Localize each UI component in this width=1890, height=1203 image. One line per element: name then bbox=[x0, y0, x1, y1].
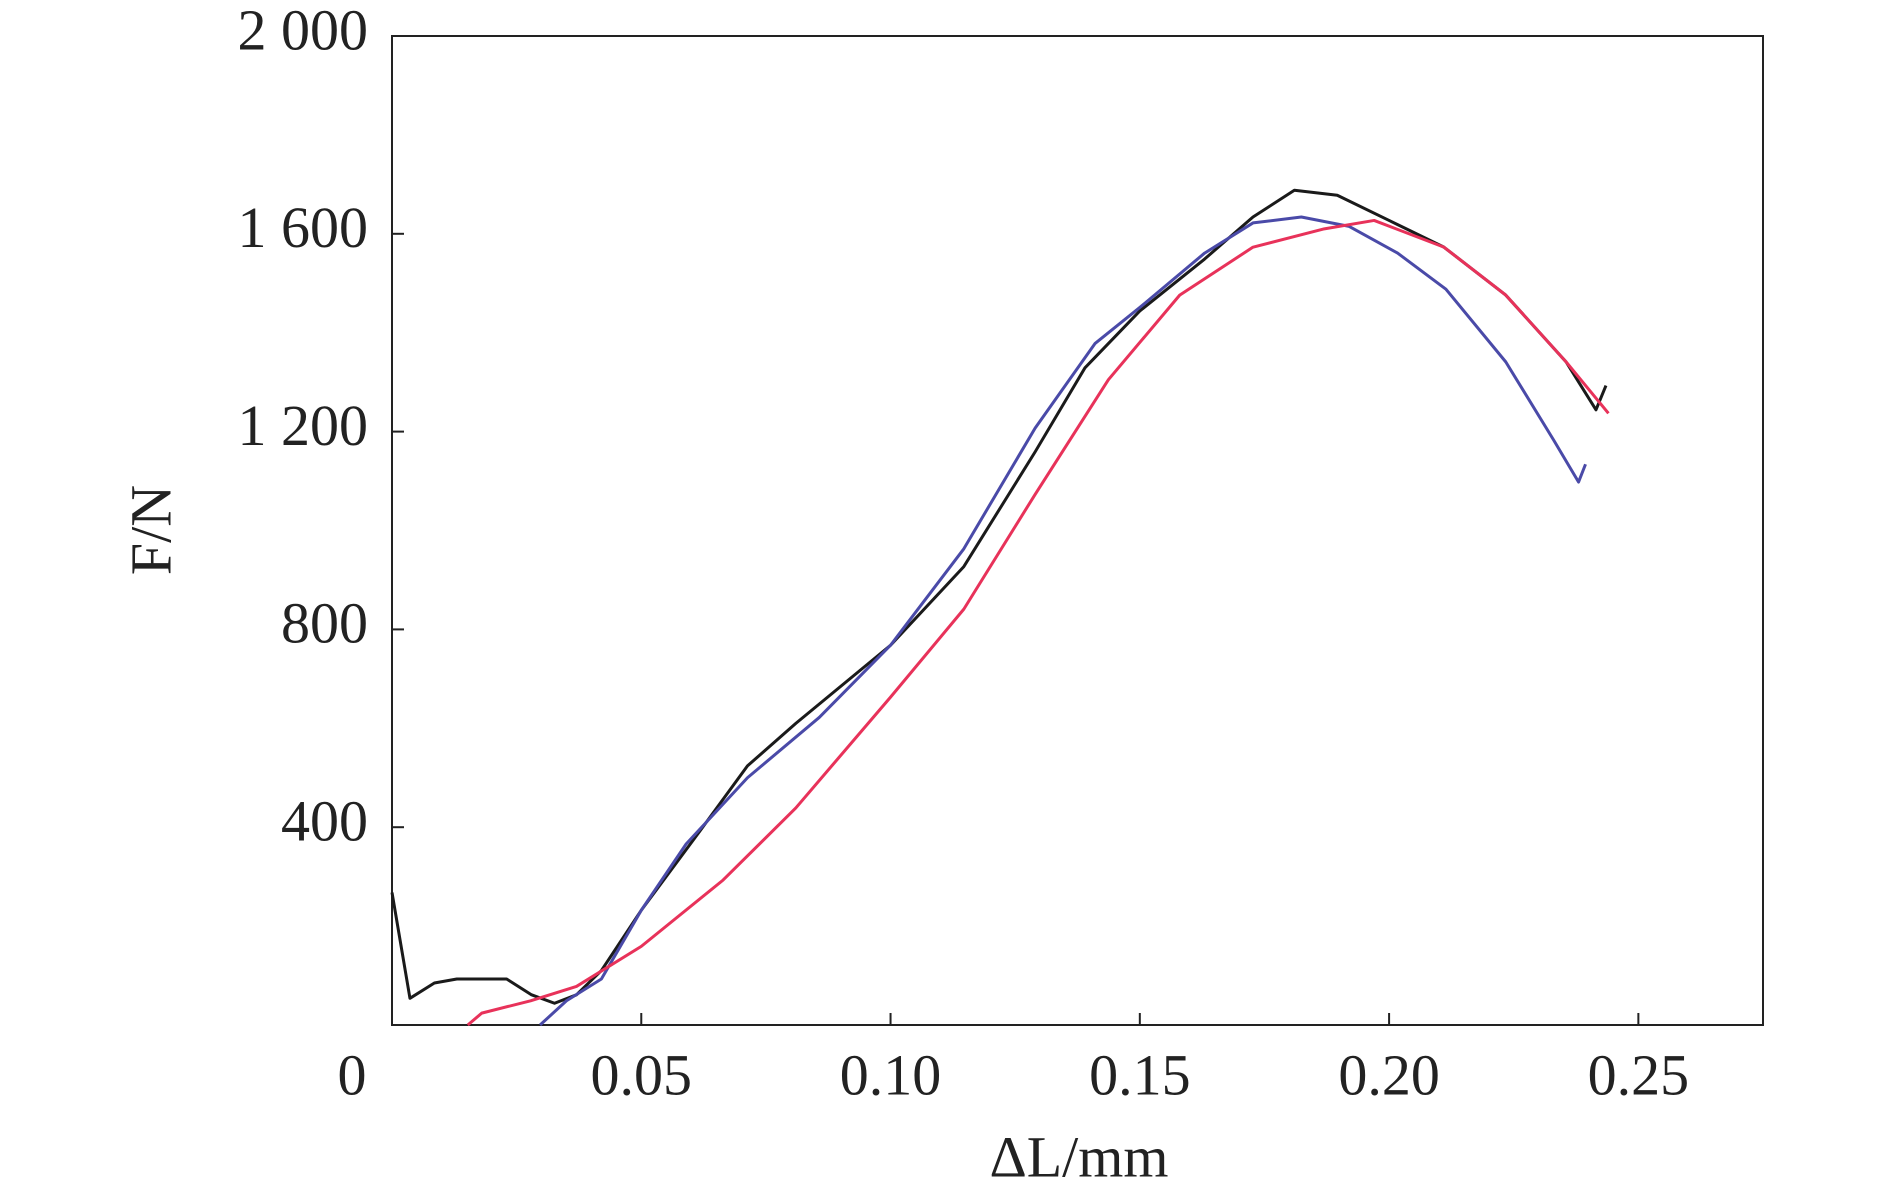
y-tick-label: 400 bbox=[281, 789, 368, 854]
y-tick-label: 1 200 bbox=[238, 393, 369, 458]
x-tick-label: 0 bbox=[338, 1042, 367, 1107]
series-line bbox=[390, 188, 1608, 1005]
plot-frame bbox=[391, 35, 1764, 1026]
y-tick-label: 800 bbox=[281, 591, 368, 656]
y-tick-label: 2 000 bbox=[238, 0, 369, 62]
y-axis-label: F/N bbox=[118, 485, 183, 575]
x-axis-label: ΔL/mm bbox=[989, 1124, 1168, 1189]
x-tick-label: 0.20 bbox=[1338, 1042, 1440, 1107]
series-line bbox=[466, 218, 1610, 1027]
x-tick-label: 0.15 bbox=[1089, 1042, 1191, 1107]
x-tick-label: 0.10 bbox=[840, 1042, 942, 1107]
x-tick-label: 0.25 bbox=[1588, 1042, 1690, 1107]
series-line bbox=[539, 215, 1587, 1027]
x-tick-label: 0.05 bbox=[591, 1042, 693, 1107]
y-tick-label: 1 600 bbox=[238, 195, 369, 260]
